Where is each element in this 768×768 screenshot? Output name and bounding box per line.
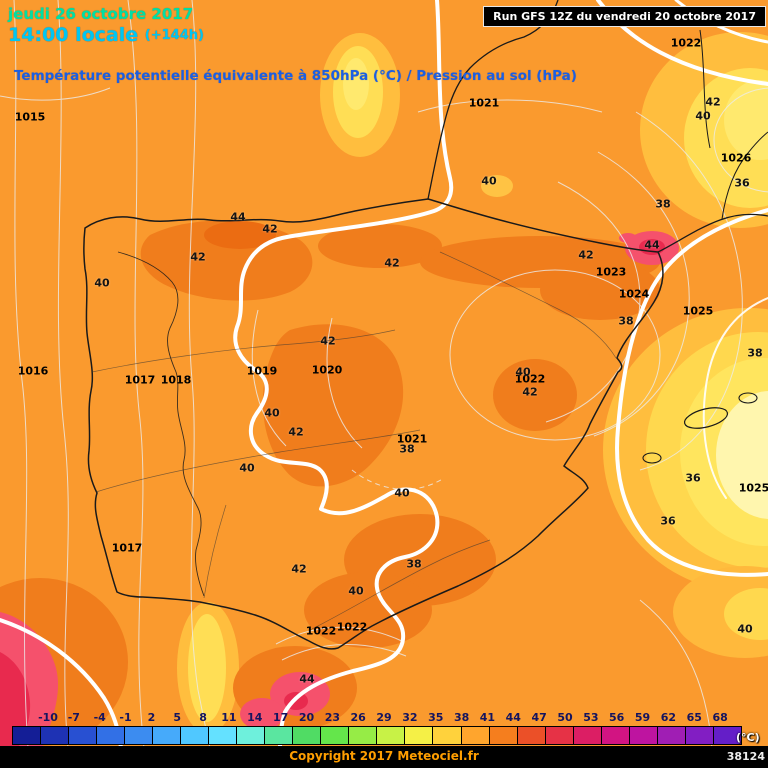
colorbar-cell: [601, 726, 630, 745]
colorbar-tick: 2: [147, 711, 156, 724]
colorbar-tick: 17: [272, 711, 289, 724]
colorbar-tick: 47: [531, 711, 547, 724]
colorbar-cell: [713, 726, 742, 745]
colorbar-cell: [12, 726, 42, 745]
colorbar-tick: -7: [67, 711, 80, 724]
colorbar-tick: 26: [350, 711, 366, 724]
colorbar-cell: [153, 726, 182, 745]
valid-date: jeudi 26 octobre 2017: [8, 5, 194, 23]
colorbar-cell: [489, 726, 518, 745]
colorbar-cell: [69, 726, 98, 745]
colorbar-tick: 65: [686, 711, 702, 724]
copyright-text: Copyright 2017 Meteociel.fr: [289, 749, 479, 763]
counter-code: 38124: [726, 750, 765, 763]
colorbar-tick: -1: [119, 711, 132, 724]
colorbar-tick: 56: [609, 711, 625, 724]
colorbar-cell: [125, 726, 154, 745]
colorbar-cells: [12, 726, 742, 745]
colorbar-cell: [321, 726, 350, 745]
colorbar-cell: [461, 726, 490, 745]
colorbar-unit: (°C): [736, 731, 760, 744]
forecast-offset: (+144h): [144, 28, 204, 43]
colorbar-tick: 59: [634, 711, 651, 724]
colorbar-cell: [685, 726, 714, 745]
colorbar-cell: [517, 726, 546, 745]
colorbar-tick: 32: [402, 711, 418, 724]
colorbar-cell: [405, 726, 434, 745]
colorbar-tick: 53: [583, 711, 599, 724]
colorbar-cell: [97, 726, 126, 745]
colorbar-tick: 62: [660, 711, 677, 724]
footer-bar: Copyright 2017 Meteociel.fr 38124: [0, 746, 768, 768]
colorbar-cell: [657, 726, 686, 745]
coastline-borders: [83, 0, 768, 650]
colorbar-tick: 14: [247, 711, 263, 724]
valid-time: 14:00 locale: [8, 24, 139, 46]
colorbar-tick: 38: [453, 711, 470, 724]
map-title: Température potentielle équivalente à 85…: [14, 68, 577, 84]
colorbar-cell: [181, 726, 210, 745]
colorbar-cell: [573, 726, 602, 745]
colorbar-cell: [209, 726, 238, 745]
colorbar-tick: 41: [479, 711, 496, 724]
colorbar-tick: 29: [376, 711, 392, 724]
isobar-lines: [0, 0, 768, 748]
model-run-box: Run GFS 12Z du vendredi 20 octobre 2017: [483, 6, 766, 27]
colorbar-cell: [349, 726, 378, 745]
valid-time-row: 14:00 locale (+144h): [8, 24, 204, 46]
colorbar-tick: 35: [428, 711, 444, 724]
colorbar-tick: 44: [505, 711, 521, 724]
colorbar-ticks: -10 -7 -4 -1 2 5 8 11 14 17 20 23 26 29 32 35 38 41 44 47 50…: [0, 711, 768, 725]
colorbar-tick: -4: [93, 711, 106, 724]
colorbar-cell: [293, 726, 322, 745]
colorbar-tick: 50: [557, 711, 573, 724]
colorbar-cell: [265, 726, 294, 745]
colorbar-cell: [237, 726, 266, 745]
map-canvas: [0, 0, 768, 748]
colorbar-cell: [41, 726, 70, 745]
colorbar-tick: 23: [324, 711, 340, 724]
colorbar-tick: 8: [199, 711, 207, 724]
colorbar-cell: [433, 726, 462, 745]
colorbar-tick: 20: [298, 711, 315, 724]
colorbar-cell: [545, 726, 574, 745]
colorbar-tick: 5: [173, 711, 182, 724]
colorbar-cell: [377, 726, 406, 745]
colorbar-cell: [629, 726, 658, 745]
colorbar-tick: 11: [221, 711, 237, 724]
colorbar-tick: -10: [38, 711, 58, 724]
model-run-text: Run GFS 12Z du vendredi 20 octobre 2017: [493, 10, 756, 23]
colorbar-tick: 68: [712, 711, 728, 724]
